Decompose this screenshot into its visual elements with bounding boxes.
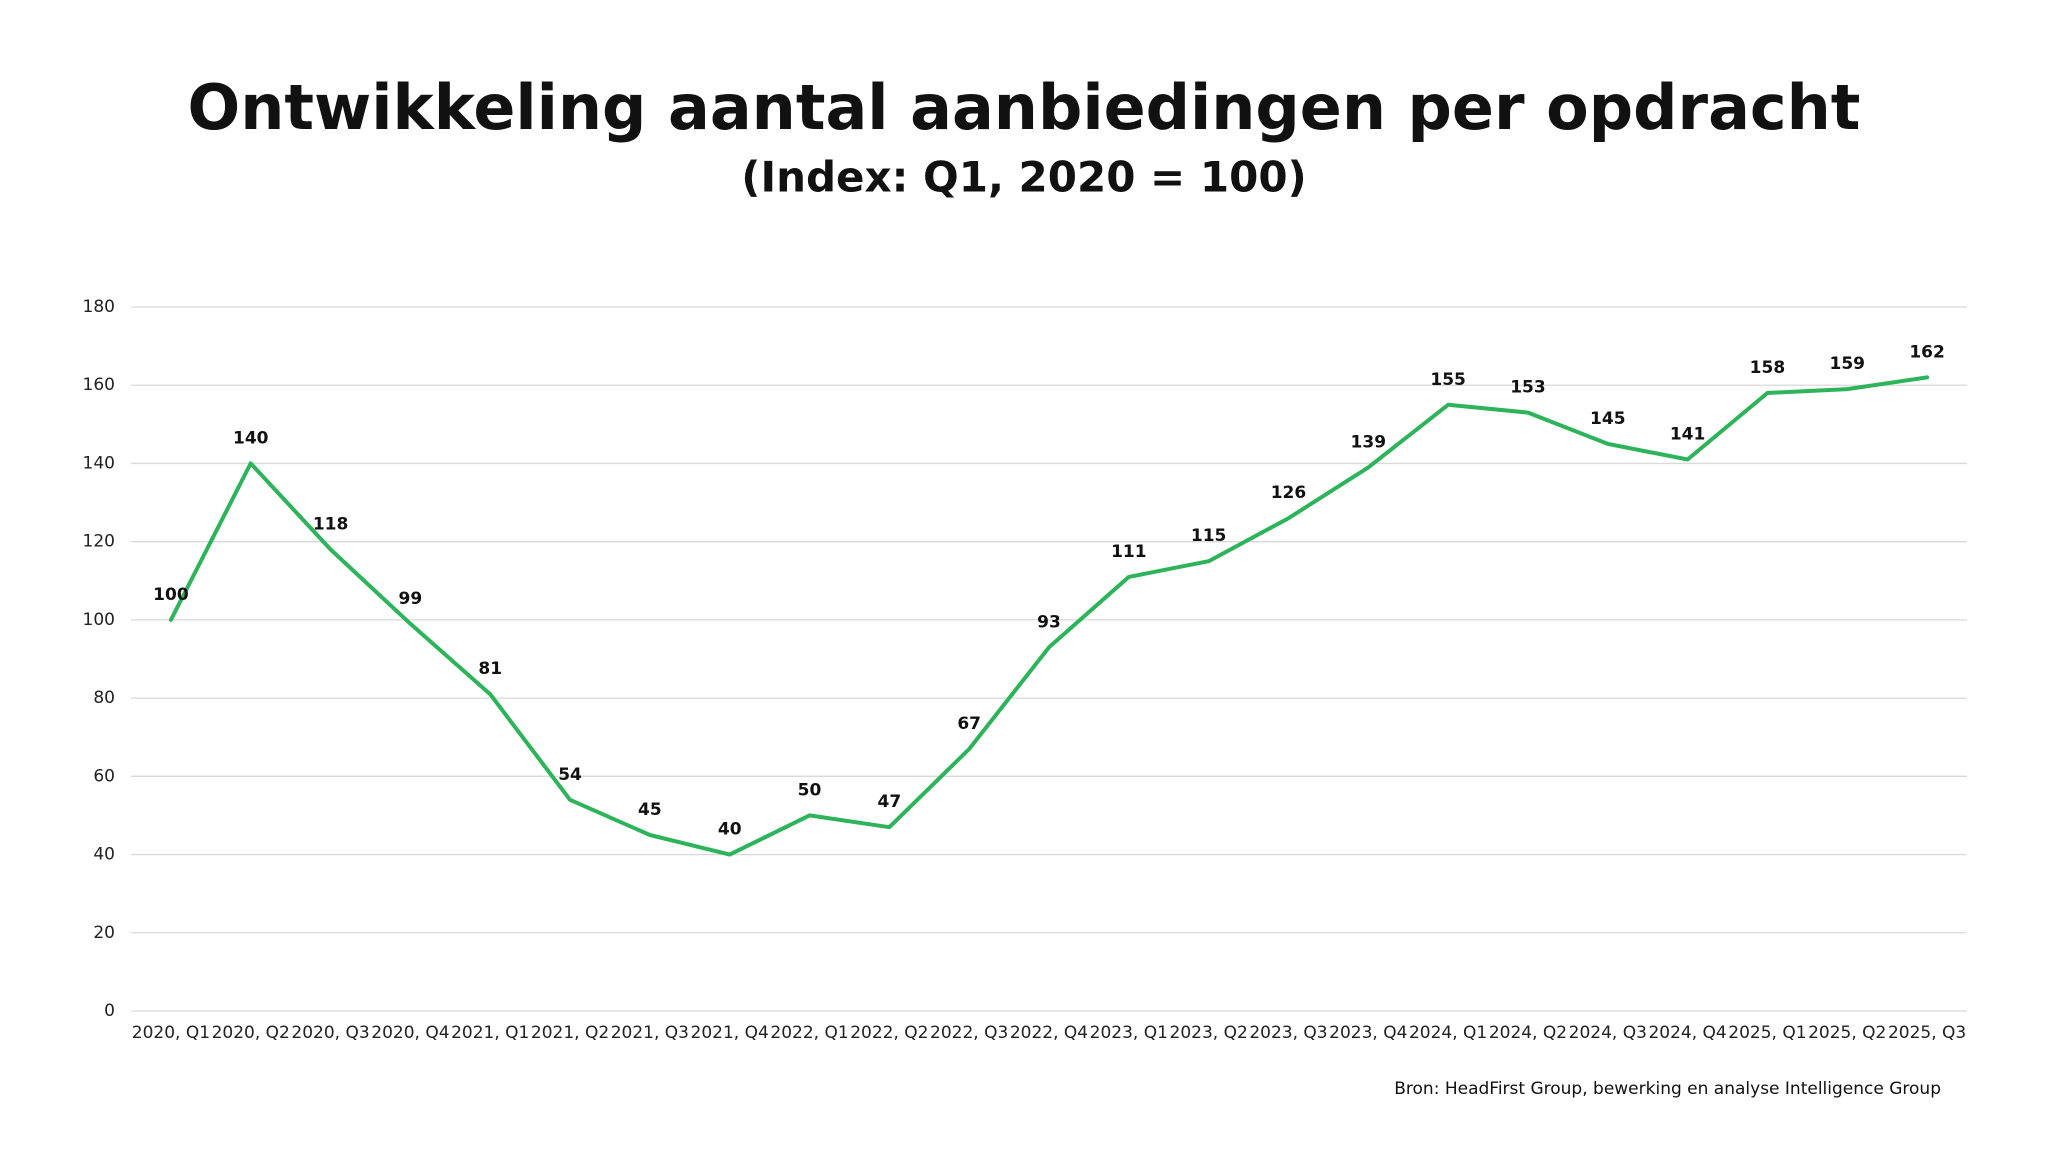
x-tick-label: 2022, Q1 [770, 1023, 848, 1043]
x-tick-label: 2024, Q1 [1409, 1023, 1487, 1043]
x-tick-label: 2025, Q1 [1728, 1023, 1806, 1043]
value-label: 50 [798, 780, 822, 800]
source-note: Bron: HeadFirst Group, bewerking en anal… [1394, 1079, 1941, 1099]
y-tick-label: 160 [83, 375, 115, 395]
y-tick-label: 180 [83, 297, 115, 317]
value-label: 159 [1830, 354, 1866, 374]
x-tick-label: 2022, Q4 [1010, 1023, 1088, 1043]
y-tick-label: 120 [83, 532, 115, 552]
value-label: 99 [399, 589, 423, 609]
value-label: 115 [1191, 526, 1227, 546]
x-tick-label: 2021, Q3 [611, 1023, 689, 1043]
value-label: 126 [1271, 483, 1307, 503]
x-tick-label: 2025, Q3 [1888, 1023, 1966, 1043]
x-tick-label: 2020, Q4 [371, 1023, 449, 1043]
x-tick-label: 2020, Q2 [212, 1023, 290, 1043]
x-tick-label: 2025, Q2 [1808, 1023, 1886, 1043]
x-tick-label: 2021, Q4 [691, 1023, 769, 1043]
value-label: 145 [1590, 409, 1626, 429]
value-label: 93 [1037, 612, 1061, 632]
value-label: 162 [1909, 342, 1945, 362]
y-tick-label: 20 [93, 923, 115, 943]
x-tick-label: 2020, Q1 [132, 1023, 210, 1043]
y-tick-label: 80 [93, 688, 115, 708]
value-label: 81 [478, 659, 502, 679]
x-tick-label: 2024, Q2 [1489, 1023, 1567, 1043]
value-label: 111 [1111, 542, 1147, 562]
value-label: 158 [1750, 358, 1786, 378]
data-line [168, 375, 1930, 857]
x-tick-label: 2023, Q2 [1170, 1023, 1248, 1043]
value-label: 140 [233, 428, 269, 448]
chart-title: Ontwikkeling aantal aanbiedingen per opd… [188, 71, 1861, 144]
x-tick-label: 2023, Q3 [1249, 1023, 1327, 1043]
value-label: 153 [1510, 378, 1546, 398]
value-label: 67 [957, 714, 981, 734]
x-tick-label: 2023, Q1 [1090, 1023, 1168, 1043]
value-label: 45 [638, 800, 662, 820]
x-tick-label: 2023, Q4 [1329, 1023, 1407, 1043]
value-label: 47 [878, 792, 902, 812]
y-tick-label: 0 [104, 1001, 115, 1021]
value-label: 155 [1430, 370, 1466, 390]
y-tick-label: 40 [93, 845, 115, 865]
chart-subtitle: (Index: Q1, 2020 = 100) [741, 153, 1306, 202]
x-tick-label: 2021, Q1 [451, 1023, 529, 1043]
y-tick-label: 140 [83, 453, 115, 473]
x-tick-label: 2024, Q3 [1569, 1023, 1647, 1043]
x-tick-label: 2024, Q4 [1648, 1023, 1726, 1043]
value-label: 139 [1351, 432, 1387, 452]
y-tick-label: 100 [83, 610, 115, 630]
x-tick-label: 2022, Q2 [850, 1023, 928, 1043]
y-tick-label: 60 [93, 766, 115, 786]
x-tick-label: 2021, Q2 [531, 1023, 609, 1043]
x-tick-label: 2022, Q3 [930, 1023, 1008, 1043]
value-label: 141 [1670, 425, 1706, 445]
value-label: 54 [558, 765, 582, 785]
value-label: 100 [153, 585, 189, 605]
x-tick-label: 2020, Q3 [291, 1023, 369, 1043]
value-label: 40 [718, 820, 742, 840]
value-label: 118 [313, 514, 349, 534]
